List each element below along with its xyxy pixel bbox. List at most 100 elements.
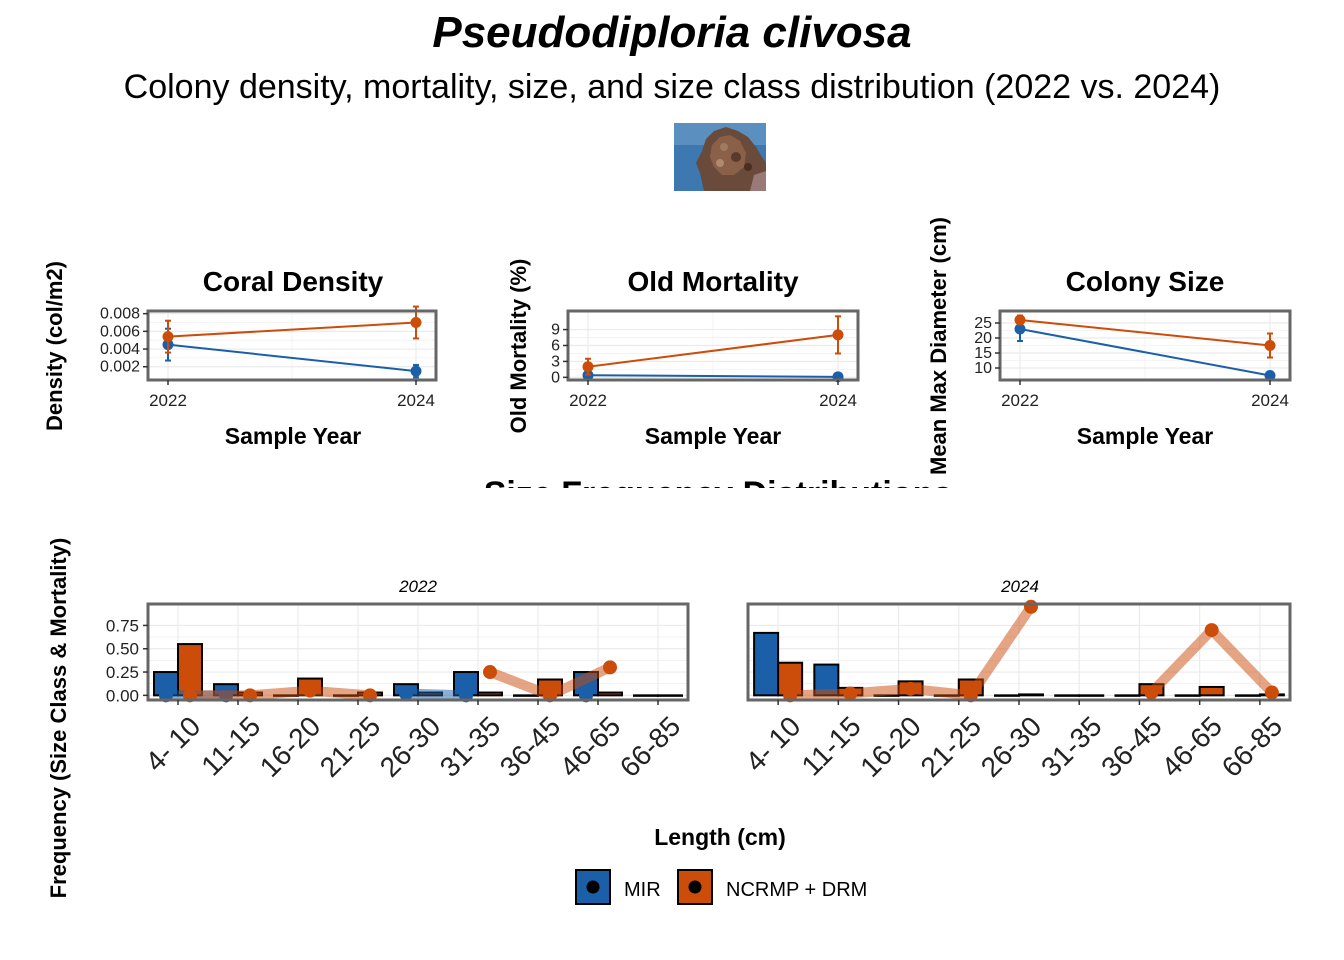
series-line-NCRMP + DRM <box>587 333 839 368</box>
x-axis-label: Sample Year <box>1077 423 1213 449</box>
y-tick-label: 25 <box>974 315 992 332</box>
bar-NCRMP + DRM <box>1018 693 1044 697</box>
x-tick-label: 31-35 <box>434 710 507 783</box>
x-tick-label: 26-30 <box>975 710 1048 783</box>
y-tick-label: 0.002 <box>100 359 140 376</box>
bar-MIR <box>994 694 1020 697</box>
data-point <box>410 365 422 377</box>
y-tick-label: 0.006 <box>100 323 140 340</box>
x-tick-label: 46-65 <box>554 710 627 783</box>
y-axis-label: Frequency (Size Class & Mortality) <box>46 538 71 899</box>
x-tick-label: 2022 <box>1001 391 1039 410</box>
data-point <box>162 331 174 343</box>
mortality-line-NCRMP + DRM <box>190 685 371 701</box>
y-tick-label: 0 <box>551 369 560 386</box>
data-point <box>1014 323 1026 335</box>
panel-title: Colony Size <box>1066 266 1225 297</box>
bar-MIR <box>1174 694 1201 697</box>
mortality-point <box>603 660 617 675</box>
x-tick-label: 2022 <box>149 391 187 410</box>
y-tick-label: 0.008 <box>100 306 140 323</box>
bar-MIR <box>1114 694 1141 697</box>
data-point <box>1264 340 1276 351</box>
legend-label: NCRMP + DRM <box>726 879 867 901</box>
panel-border <box>998 309 1292 382</box>
data-point <box>832 329 844 341</box>
x-tick-label: 66-85 <box>614 710 687 783</box>
x-axis-label: Sample Year <box>645 423 781 449</box>
y-tick-label: 15 <box>974 345 992 362</box>
facet-2022: 2022 0.00 0.25 0.50 0.75 4- 1011-1516-2021-25… <box>106 577 690 783</box>
series-line-MIR <box>1019 328 1271 377</box>
chart-title: Pseudodiploria clivosa <box>432 8 912 57</box>
x-tick-label: 4- 10 <box>139 710 206 777</box>
x-tick-label: 4- 10 <box>739 710 806 777</box>
mortality-point <box>483 665 497 680</box>
y-tick-label: 0.50 <box>106 640 139 659</box>
mortality-point <box>1264 685 1279 700</box>
bar-NCRMP + DRM <box>1078 694 1105 697</box>
legend-key-point <box>586 880 600 894</box>
y-tick-label: 3 <box>551 353 560 370</box>
mortality-point <box>1204 623 1219 638</box>
data-point <box>1014 314 1026 326</box>
bar-NCRMP + DRM <box>657 694 683 697</box>
chart-subtitle: Colony density, mortality, size, and siz… <box>123 68 1221 106</box>
legend-label: MIR <box>624 879 661 901</box>
data-point <box>410 317 422 328</box>
x-tick-label: 2024 <box>1251 391 1289 410</box>
bar-MIR <box>753 631 780 697</box>
bar-MIR <box>1054 694 1081 697</box>
x-tick-label: 2022 <box>569 391 607 410</box>
y-tick-label: 20 <box>974 330 992 347</box>
mortality-point <box>1024 599 1038 614</box>
legend: MIR NCRMP + DRM <box>575 869 867 905</box>
bar-NCRMP + DRM <box>1198 685 1225 697</box>
x-axis-label: Sample Year <box>225 423 361 449</box>
x-tick-label: 11-15 <box>796 710 867 781</box>
bar-MIR <box>513 694 539 697</box>
mortality-point <box>399 686 413 701</box>
y-tick-label: 6 <box>551 338 560 355</box>
bar-NCRMP + DRM <box>177 643 203 697</box>
bar-NCRMP + DRM <box>597 691 623 697</box>
y-tick-label: 0.00 <box>106 686 139 705</box>
y-tick-label: 0.75 <box>106 616 139 635</box>
panel-title: Old Mortality <box>627 266 799 297</box>
x-tick-label: 31-35 <box>1035 710 1108 783</box>
series-line-NCRMP + DRM <box>167 321 417 338</box>
y-tick-label: 9 <box>551 322 560 339</box>
y-axis-label: Density (col/m2) <box>42 261 67 431</box>
bar-MIR <box>1234 694 1261 697</box>
series-line-MIR <box>167 343 417 373</box>
x-axis-label: Length (cm) <box>654 824 786 850</box>
mortality-point <box>303 683 317 698</box>
mortality-point <box>843 686 858 701</box>
facet-2024: 2024 4- 1011-1516-2021-2526-3031-3536-454… <box>739 577 1292 783</box>
x-tick-label: 2024 <box>819 391 857 410</box>
y-tick-label: 0.25 <box>106 663 139 682</box>
y-axis-label: Old Mortality (%) <box>506 259 531 434</box>
x-tick-label: 36-45 <box>494 710 567 783</box>
data-point <box>1264 370 1276 381</box>
series-line-MIR <box>587 374 839 378</box>
x-tick-label: 16-20 <box>854 710 927 783</box>
y-axis-label: Mean Max Diameter (cm) <box>926 217 951 475</box>
legend-key-point <box>688 880 702 894</box>
panel-border <box>146 309 438 382</box>
series-line-NCRMP + DRM <box>1019 319 1271 347</box>
mortality-line-MIR <box>405 688 467 701</box>
x-tick-label: 21-25 <box>314 710 387 783</box>
y-tick-label: 10 <box>974 360 992 377</box>
x-tick-label: 2024 <box>397 391 435 410</box>
coral-photo <box>674 123 766 191</box>
panel-title: Coral Density <box>203 266 384 297</box>
y-tick-label: 0.004 <box>100 341 140 358</box>
mortality-point <box>903 681 918 696</box>
x-tick-label: 66-85 <box>1216 710 1289 783</box>
data-point <box>582 361 594 373</box>
